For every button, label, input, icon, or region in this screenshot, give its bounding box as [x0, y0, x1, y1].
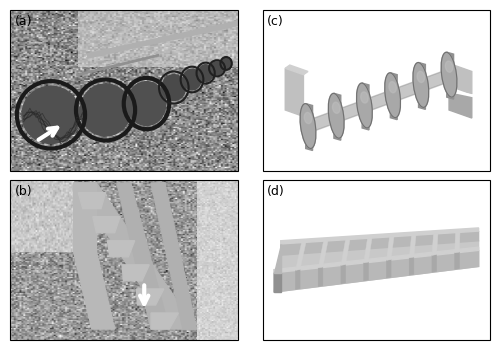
Polygon shape [285, 68, 304, 117]
Polygon shape [386, 260, 391, 278]
Polygon shape [296, 269, 300, 289]
Polygon shape [151, 183, 196, 329]
Ellipse shape [328, 94, 344, 138]
Polygon shape [364, 237, 372, 263]
Polygon shape [318, 267, 323, 287]
Polygon shape [306, 104, 312, 150]
Polygon shape [418, 62, 426, 109]
Ellipse shape [441, 52, 457, 97]
Text: (c): (c) [267, 15, 284, 28]
Ellipse shape [80, 84, 130, 136]
Ellipse shape [413, 62, 428, 107]
Polygon shape [74, 183, 114, 329]
Polygon shape [108, 241, 134, 257]
Ellipse shape [332, 102, 340, 113]
Polygon shape [151, 313, 178, 329]
Ellipse shape [198, 65, 213, 81]
Polygon shape [362, 83, 369, 130]
Text: (b): (b) [14, 185, 32, 198]
Text: (a): (a) [14, 15, 32, 28]
Polygon shape [318, 240, 328, 268]
Ellipse shape [385, 73, 400, 118]
Ellipse shape [389, 82, 396, 93]
Polygon shape [274, 273, 280, 292]
Polygon shape [454, 252, 460, 269]
Polygon shape [364, 262, 368, 281]
Polygon shape [285, 65, 308, 75]
Polygon shape [447, 52, 454, 99]
Polygon shape [274, 244, 280, 273]
Ellipse shape [22, 86, 80, 143]
Polygon shape [274, 250, 478, 292]
Polygon shape [280, 231, 478, 255]
Polygon shape [409, 235, 416, 258]
Ellipse shape [300, 104, 316, 148]
Ellipse shape [360, 92, 368, 103]
Ellipse shape [183, 69, 201, 90]
Ellipse shape [304, 112, 312, 124]
Polygon shape [449, 91, 472, 118]
Text: (d): (d) [267, 185, 285, 198]
Polygon shape [274, 247, 478, 273]
Polygon shape [386, 236, 394, 260]
Polygon shape [449, 64, 472, 94]
Polygon shape [122, 265, 149, 281]
Polygon shape [296, 242, 306, 270]
Polygon shape [432, 254, 436, 272]
Ellipse shape [210, 62, 224, 75]
Ellipse shape [356, 83, 372, 128]
Polygon shape [93, 217, 120, 233]
Polygon shape [136, 289, 164, 305]
Polygon shape [341, 239, 350, 265]
Polygon shape [334, 93, 341, 140]
Polygon shape [409, 257, 414, 275]
Ellipse shape [417, 71, 424, 82]
Ellipse shape [222, 58, 230, 69]
Ellipse shape [127, 82, 166, 125]
Polygon shape [390, 73, 397, 120]
Ellipse shape [162, 75, 186, 101]
Polygon shape [74, 183, 196, 329]
Polygon shape [341, 265, 345, 283]
Polygon shape [78, 193, 106, 209]
Polygon shape [454, 232, 460, 253]
Ellipse shape [446, 61, 453, 72]
Polygon shape [280, 228, 478, 244]
Polygon shape [274, 241, 478, 292]
Polygon shape [117, 183, 169, 329]
Polygon shape [432, 233, 438, 255]
